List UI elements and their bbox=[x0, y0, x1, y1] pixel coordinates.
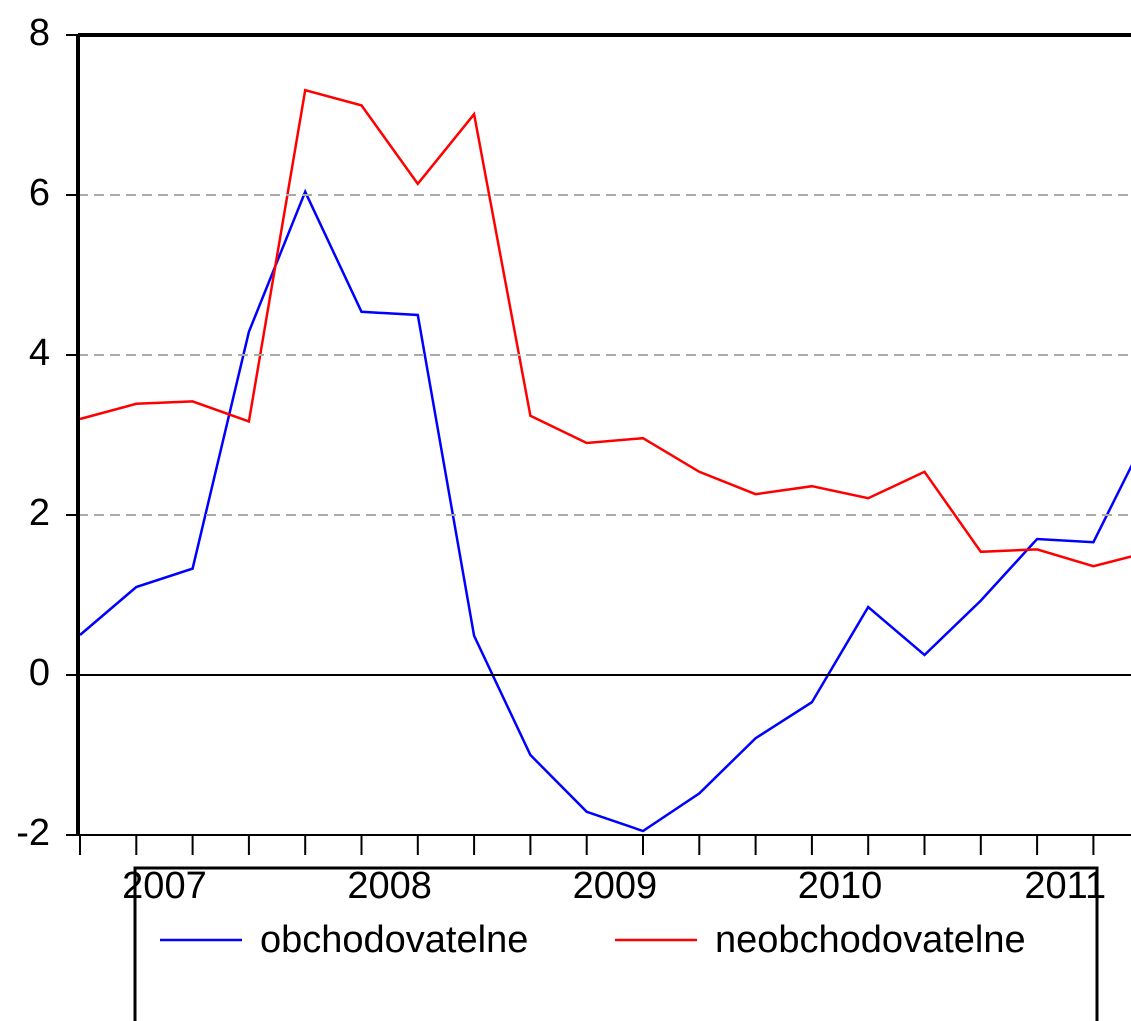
x-tick-label: 2008 bbox=[347, 865, 432, 907]
y-tick-label: 8 bbox=[29, 12, 50, 54]
legend-label: neobchodovatelne bbox=[715, 919, 1026, 961]
series-line bbox=[79, 188, 1131, 833]
y-tick-label: 2 bbox=[29, 492, 50, 534]
x-tick-label: 2009 bbox=[573, 865, 658, 907]
plot-area bbox=[79, 88, 1131, 833]
y-tick-label: 6 bbox=[29, 172, 50, 214]
y-tick-label: 4 bbox=[29, 332, 50, 374]
y-tick-label: -2 bbox=[16, 812, 50, 854]
y-tick-label: 0 bbox=[29, 652, 50, 694]
x-tick-label: 2010 bbox=[798, 865, 883, 907]
x-tick-label: 2007 bbox=[122, 865, 207, 907]
series-line bbox=[79, 88, 1131, 568]
legend-label: obchodovatelne bbox=[260, 919, 528, 961]
legend-box bbox=[133, 866, 1099, 1021]
x-tick-label: 2011 bbox=[1024, 865, 1106, 907]
